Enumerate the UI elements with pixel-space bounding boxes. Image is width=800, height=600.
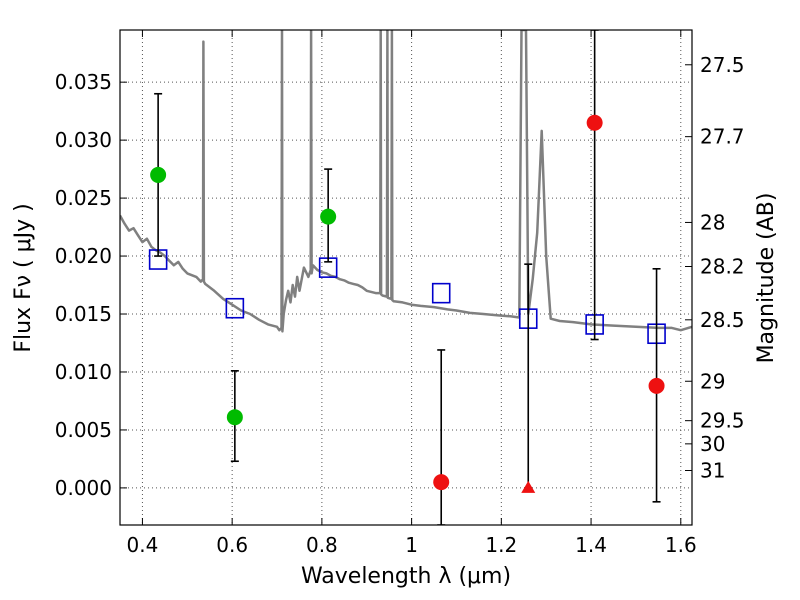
right-tick-label: 28.2 — [700, 254, 745, 278]
model-photometry-square — [431, 282, 451, 304]
right-tick-label: 31 — [700, 459, 725, 483]
right-tick-label: 28.5 — [700, 308, 745, 332]
y-tick-label: 0.005 — [55, 418, 112, 442]
x-tick-label: 0.8 — [306, 533, 338, 557]
y-tick-label: 0.000 — [55, 476, 112, 500]
x-axis-label: Wavelength λ (μm) — [301, 564, 511, 589]
nondetected-triangle — [521, 480, 536, 493]
y-tick-label: 0.030 — [55, 128, 112, 152]
x-tick-label: 1.4 — [575, 533, 607, 557]
right-tick-label: 29.5 — [700, 409, 745, 433]
detected-point — [320, 208, 337, 225]
right-tick-label: 28 — [700, 210, 725, 234]
right-tick-label: 27.7 — [700, 125, 745, 149]
right-tick-label: 30 — [700, 432, 725, 456]
nondetected-point — [433, 474, 450, 491]
y-tick-label: 0.020 — [55, 244, 112, 268]
detected-point — [226, 409, 243, 426]
x-tick-label: 1.6 — [665, 533, 697, 557]
y-tick-label: 0.035 — [55, 70, 112, 94]
plot-area — [120, 30, 692, 525]
y-tick-label: 0.010 — [55, 360, 112, 384]
model-spectrum-line — [120, 30, 692, 333]
nondetected-point — [586, 114, 603, 131]
plot-frame — [119, 29, 693, 526]
x-tick-label: 0.4 — [127, 533, 159, 557]
x-tick-label: 1 — [405, 533, 418, 557]
right-tick-label: 27.5 — [700, 53, 745, 77]
right-tick-label: 29 — [700, 369, 725, 393]
y-tick-label: 0.015 — [55, 302, 112, 326]
detected-point — [150, 166, 167, 183]
axes-ticks: 0.4 0.6 0.8 1 1.2 1.4 1.6 0.000 0.005 0.010 0.015 0… — [55, 30, 745, 557]
x-tick-label: 1.2 — [485, 533, 517, 557]
grid — [120, 30, 692, 525]
y-axis-label-right: Magnitude (AB) — [754, 193, 779, 364]
model-photometry-square — [225, 297, 245, 319]
y-tick-label: 0.025 — [55, 186, 112, 210]
x-tick-label: 0.6 — [216, 533, 248, 557]
nondetected-point — [648, 377, 665, 394]
y-axis-label: Flux Fν ( μJy ) — [11, 203, 36, 352]
